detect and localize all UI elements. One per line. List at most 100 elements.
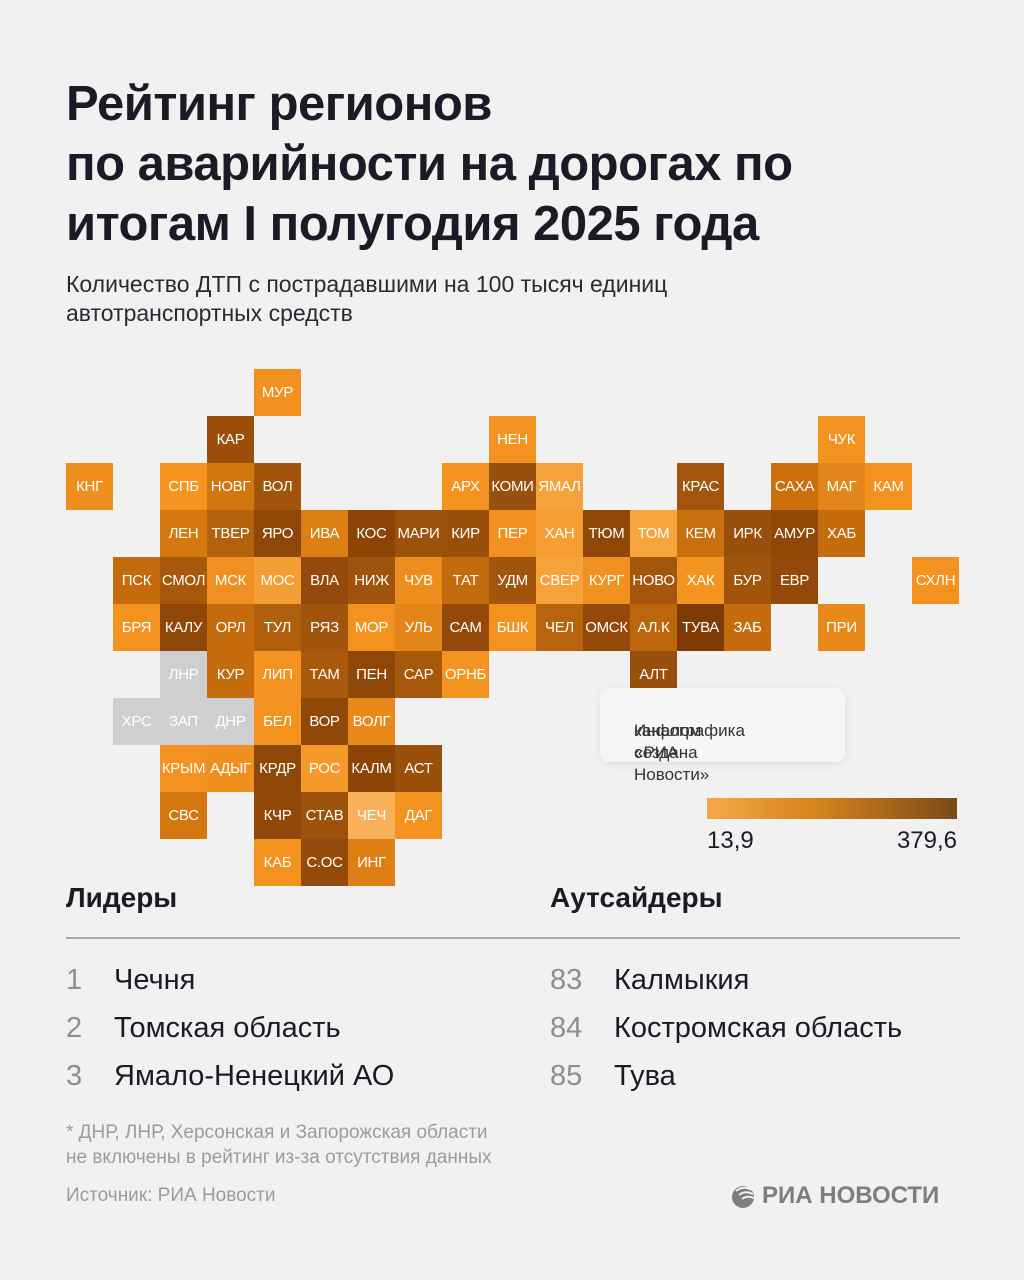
region-tile: БРЯ [113, 604, 160, 651]
footnote-line: не включены в рейтинг из-за отсутствия д… [66, 1147, 492, 1168]
region-tile: КАЛМ [348, 745, 395, 792]
region-tile: САМ [442, 604, 489, 651]
region-tile: КАБ [254, 839, 301, 886]
region-tile: КОС [348, 510, 395, 557]
region-tile: ЛЕН [160, 510, 207, 557]
region-tile: ТОМ [630, 510, 677, 557]
region-name: Ямало-Ненецкий АО [114, 1060, 395, 1092]
region-tile: САР [395, 651, 442, 698]
region-tile: КУР [207, 651, 254, 698]
region-tile: ПЕН [348, 651, 395, 698]
region-tile: МСК [207, 557, 254, 604]
region-tile: КРЫМ [160, 745, 207, 792]
region-tile: ЯМАЛ [536, 463, 583, 510]
title-line: итогам I полугодия 2025 года [66, 197, 759, 251]
region-tile: АРХ [442, 463, 489, 510]
region-tile: НЕН [489, 416, 536, 463]
region-tile: ОРНБ [442, 651, 489, 698]
region-tile: СВЕР [536, 557, 583, 604]
region-tile: КИР [442, 510, 489, 557]
region-tile: КНГ [66, 463, 113, 510]
region-tile: ДНР [207, 698, 254, 745]
title-line: Рейтинг регионов [66, 77, 492, 131]
region-tile: МАГ [818, 463, 865, 510]
source-label: Источник: РИА Новости [66, 1185, 276, 1206]
region-tile: КОМИ [489, 463, 536, 510]
region-tile: ТАТ [442, 557, 489, 604]
region-tile: МАРИ [395, 510, 442, 557]
region-tile: ХРС [113, 698, 160, 745]
divider [66, 937, 960, 939]
region-tile: ОРЛ [207, 604, 254, 651]
ria-globe-icon [732, 1186, 755, 1208]
region-tile: СХЛН [912, 557, 959, 604]
region-tile: ВОЛГ [348, 698, 395, 745]
region-tile: СВС [160, 792, 207, 839]
region-tile: КЧР [254, 792, 301, 839]
region-tile: КУРГ [583, 557, 630, 604]
region-name: Костромская область [614, 1012, 903, 1044]
region-name: Калмыкия [614, 964, 750, 996]
region-tile: КЕМ [677, 510, 724, 557]
subtitle-line: автотранспортных средств [66, 300, 353, 326]
subtitle-line: Количество ДТП с пострадавшими на 100 ты… [66, 271, 668, 297]
region-tile: ВОЛ [254, 463, 301, 510]
region-tile: ПРИ [818, 604, 865, 651]
footnote-line: * ДНР, ЛНР, Херсонская и Запорожская обл… [66, 1122, 488, 1143]
region-tile: ДАГ [395, 792, 442, 839]
credit-line: Инфографика создана [634, 721, 745, 762]
region-tile: АМУР [771, 510, 818, 557]
region-tile: ИНГ [348, 839, 395, 886]
region-tile: ТЮМ [583, 510, 630, 557]
region-tile: ПЕР [489, 510, 536, 557]
region-tile: АСТ [395, 745, 442, 792]
tile-map: МУР КАР НЕН ЧУК КНГ СПБ НОВГ ВОЛ АРХ КОМИ ЯМАЛ КРАС… [66, 369, 959, 886]
region-tile: ЗАБ [724, 604, 771, 651]
page-title: Рейтинг регионов по аварийности на дорог… [66, 74, 793, 254]
region-tile: ЧЕЧ [348, 792, 395, 839]
region-tile: МУР [254, 369, 301, 416]
region-tile: ЯРО [254, 510, 301, 557]
region-tile: ЕВР [771, 557, 818, 604]
region-tile: СПБ [160, 463, 207, 510]
region-tile: ВЛА [301, 557, 348, 604]
region-tile: ТУВА [677, 604, 724, 651]
region-tile: ИВА [301, 510, 348, 557]
region-name: Томская область [114, 1012, 341, 1044]
region-tile: ЧУК [818, 416, 865, 463]
region-tile: БУР [724, 557, 771, 604]
outsiders-heading: Аутсайдеры [550, 882, 723, 913]
region-tile: ТУЛ [254, 604, 301, 651]
credit-line: каналом «РИА Новости» [634, 721, 710, 784]
region-tile: КРДР [254, 745, 301, 792]
logo-text: РИА НОВОСТИ [762, 1182, 940, 1209]
region-tile: КРАС [677, 463, 724, 510]
region-tile: МОС [254, 557, 301, 604]
rank-number: 83 [550, 964, 583, 996]
region-tile: ЧУВ [395, 557, 442, 604]
region-tile: ЗАП [160, 698, 207, 745]
credit-note: Инфографика создана каналом «РИА Новости… [600, 688, 845, 784]
legend-gradient-bar [707, 798, 957, 819]
legend-max-label: 379,6 [896, 827, 957, 854]
region-tile: УЛЬ [395, 604, 442, 651]
region-tile: ВОР [301, 698, 348, 745]
region-tile: УДМ [489, 557, 536, 604]
subtitle: Количество ДТП с пострадавшими на 100 ты… [66, 270, 667, 328]
region-tile: АДЫГ [207, 745, 254, 792]
region-tile: СМОЛ [160, 557, 207, 604]
leaders-heading: Лидеры [66, 882, 178, 913]
rank-number: 2 [66, 1012, 83, 1044]
region-tile: РЯЗ [301, 604, 348, 651]
region-tile: ТАМ [301, 651, 348, 698]
rank-number: 85 [550, 1060, 583, 1092]
region-tile: С.ОС [301, 839, 348, 886]
region-tile: КАЛУ [160, 604, 207, 651]
title-line: по аварийности на дорогах по [66, 137, 793, 191]
region-tile: ТВЕР [207, 510, 254, 557]
region-tile: КАР [207, 416, 254, 463]
region-tile: МОР [348, 604, 395, 651]
region-tile: ЛИП [254, 651, 301, 698]
legend-min-label: 13,9 [707, 827, 754, 854]
region-tile: АЛ.К [630, 604, 677, 651]
